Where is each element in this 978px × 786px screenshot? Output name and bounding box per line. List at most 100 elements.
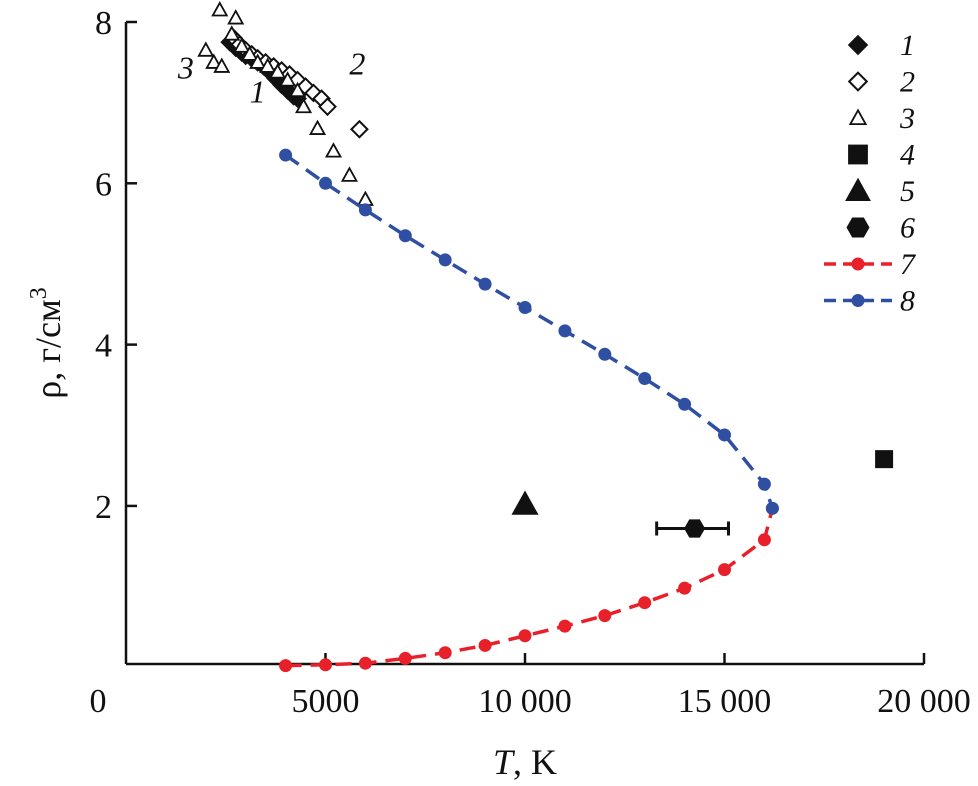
x-tick-label: 0: [90, 683, 107, 720]
series-7-line: [285, 507, 775, 668]
series-7-point: [518, 629, 532, 643]
series-3-point: [227, 9, 245, 25]
legend-label-6: 6: [900, 212, 915, 245]
series-7-point: [558, 619, 572, 633]
y-tick-label: 6: [95, 166, 112, 203]
series-3-point: [279, 71, 297, 87]
x-tick-label: 10 000: [478, 683, 572, 720]
x-tick-label: 5000: [292, 683, 360, 720]
series-3-point: [295, 97, 313, 114]
series-label-3: 3: [177, 49, 194, 85]
legend-marker-2: [847, 71, 869, 92]
series-7-point: [398, 651, 412, 665]
legend-item-4: 4: [848, 139, 915, 172]
series-7-point: [638, 596, 652, 610]
legend-item-6: 6: [846, 212, 915, 245]
legend-label-2: 2: [900, 66, 915, 99]
legend-label-4: 4: [900, 139, 915, 172]
series-8: [279, 148, 779, 515]
series-3-point: [289, 81, 307, 98]
series-3-point: [197, 41, 215, 57]
x-tick-label: 15 000: [678, 683, 772, 720]
series-4: [875, 450, 894, 469]
series-3-point: [259, 57, 277, 73]
x-axis-title: T, K: [493, 742, 557, 782]
series-7-point: [718, 563, 731, 577]
series-3-point: [205, 53, 223, 69]
legend-label-1: 1: [900, 29, 915, 62]
series-8-point: [598, 347, 612, 361]
series-layer: [197, 1, 894, 673]
series-7-point: [478, 638, 492, 652]
legend-item-8: 8: [824, 285, 915, 318]
series-8-point: [678, 397, 692, 411]
series-3-point: [213, 57, 231, 73]
series-8-point: [518, 301, 532, 315]
series-3: [197, 1, 374, 206]
legend-item-2: 2: [847, 66, 915, 99]
legend-item-3: 3: [848, 102, 915, 135]
series-3-point: [340, 166, 358, 182]
series-4-point: [875, 450, 894, 469]
y-axis-title: ρ, г/см3: [26, 287, 68, 399]
series-8-point: [279, 148, 293, 162]
legend-item-1: 1: [847, 29, 915, 62]
series-6: [655, 519, 730, 538]
series-8-point: [757, 477, 771, 491]
series-7-point: [678, 581, 692, 595]
legend-marker-7: [851, 257, 865, 271]
series-7-point: [438, 646, 452, 660]
y-axis-title-sup: 3: [26, 287, 52, 299]
legend-item-7: 7: [824, 248, 917, 281]
legend-marker-1: [847, 34, 869, 56]
annotations: 3 1 2: [177, 45, 366, 109]
series-6-point: [684, 519, 706, 538]
series-5: [511, 490, 539, 515]
series-8-point: [358, 203, 372, 217]
series-3-point: [356, 190, 374, 206]
legend-marker-4: [848, 144, 868, 165]
series-8-point: [558, 324, 572, 338]
series-3-point: [211, 1, 229, 17]
x-ticks: 0 5000 10 000 15 000 20 000: [90, 653, 971, 720]
series-8-point: [765, 501, 779, 515]
legend-marker-5: [845, 177, 871, 202]
series-7-point: [358, 656, 372, 670]
series-3-point: [249, 53, 267, 69]
x-axis-title-unit: , K: [513, 742, 557, 782]
legend-marker-8: [851, 294, 865, 307]
y-tick-label: 4: [95, 328, 112, 365]
series-label-1: 1: [250, 74, 266, 110]
series-7-point: [279, 659, 293, 673]
series-5-point: [511, 490, 539, 515]
series-2-point: [318, 97, 337, 117]
series-8-point: [638, 371, 652, 385]
series-3-point: [223, 25, 241, 41]
series-3-point: [308, 119, 327, 135]
y-tick-label: 2: [95, 489, 112, 526]
series-7-point: [757, 533, 771, 547]
x-axis-title-var: T: [493, 742, 516, 782]
series-7-point: [598, 609, 612, 623]
series-3-point: [324, 142, 343, 158]
series-3-point: [269, 63, 287, 79]
legend-label-8: 8: [900, 285, 915, 318]
series-8-line: [284, 153, 775, 509]
legend-marker-6: [846, 217, 870, 238]
series-2-point: [350, 119, 369, 139]
legend-label-3: 3: [899, 102, 915, 135]
series-7-point: [319, 658, 332, 672]
series-8-point: [718, 428, 731, 442]
legend: 1 23 45 67 8: [824, 29, 917, 318]
y-axis-title-main: ρ, г/см: [28, 299, 68, 399]
axes: 0 5000 10 000 15 000 20 000 2 4 6 8: [90, 5, 971, 720]
series-3-point: [241, 45, 259, 61]
series-3-point: [233, 37, 251, 53]
x-tick-label: 20 000: [877, 683, 971, 720]
series-8-point: [438, 253, 452, 267]
series-label-2: 2: [349, 45, 365, 81]
y-ticks: 2 4 6 8: [95, 5, 137, 526]
legend-marker-3: [848, 108, 868, 126]
legend-label-5: 5: [900, 175, 915, 208]
